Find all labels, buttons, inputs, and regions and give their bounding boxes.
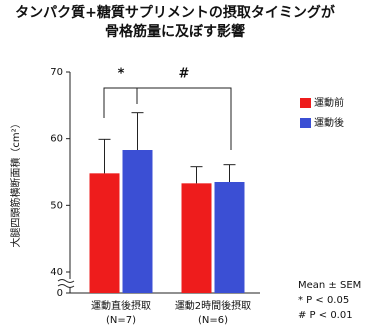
y-axis-label: 大腿四頭筋横断面積（cm²） [9,118,22,247]
bracket [103,87,138,118]
y-tick-label: 50 [50,200,63,211]
annotation: # [179,67,190,82]
note: * P < 0.05 [298,295,349,306]
x-tick-label: 運動2時間後摂取 [175,299,251,312]
x-tick-note: (N=6) [198,315,228,326]
legend-label: 運動前 [314,96,344,109]
x-tick-label: 運動直後摂取 [91,299,151,312]
bar [89,173,120,293]
chart-title: 骨格筋量に及ぼす影響 [105,23,245,40]
axis-break [57,279,75,288]
bar [214,182,245,293]
annotation: * [118,67,125,82]
chart-title: タンパク質+糖質サプリメントの摂取タイミングが [15,4,336,21]
note: # P < 0.01 [298,310,353,321]
note: Mean ± SEM [298,280,361,291]
bar [181,183,212,293]
bracket [137,87,232,150]
y-tick-label: 60 [50,134,63,145]
bar [122,150,153,293]
legend-swatch [300,98,311,108]
legend-swatch [300,118,311,128]
y-tick-label: 40 [50,267,63,278]
legend-label: 運動後 [314,116,344,129]
y-tick-label: 0 [57,288,63,299]
y-tick-label: 70 [50,67,63,78]
x-tick-note: (N=7) [106,315,136,326]
